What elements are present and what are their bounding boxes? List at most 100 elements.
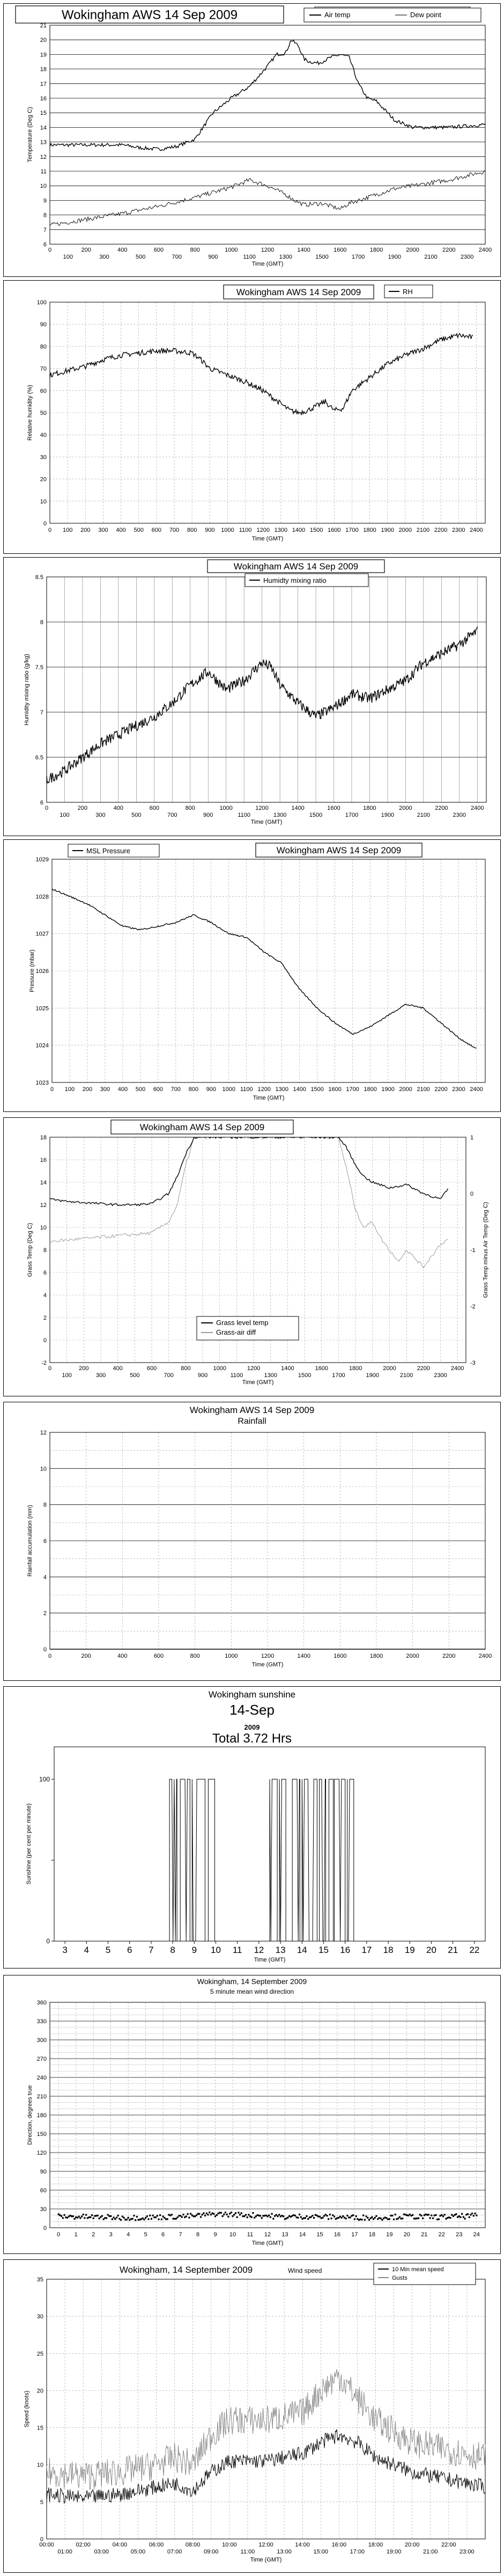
x-tick-label: 1700 bbox=[352, 254, 365, 260]
x-tick-label: 2100 bbox=[400, 1372, 413, 1379]
x-tick-label: 1400 bbox=[281, 1365, 294, 1372]
y-tick-label: 8 bbox=[40, 619, 43, 626]
direction-point bbox=[279, 2215, 281, 2218]
x-tick-label: 1100 bbox=[239, 527, 252, 533]
y-tick-label: 330 bbox=[37, 2018, 47, 2025]
direction-point bbox=[474, 2212, 476, 2214]
x-tick-label: 1900 bbox=[388, 254, 401, 260]
direction-point bbox=[213, 2213, 215, 2215]
direction-point bbox=[250, 2216, 253, 2218]
direction-point bbox=[217, 2212, 219, 2215]
y-axis-label: Sunshine (per cent per minute) bbox=[26, 1803, 32, 1884]
sunshine-trace bbox=[292, 1779, 300, 1942]
direction-point bbox=[416, 2217, 418, 2220]
direction-point bbox=[227, 2215, 229, 2218]
y-tick-label: 8.5 bbox=[35, 574, 43, 581]
y2-tick-label: -3 bbox=[470, 1360, 476, 1366]
x-tick-label: 03:00 bbox=[94, 2549, 109, 2555]
chart-panel-temperature: 6 7 8 9 10 11 12 13 14 15 16 17 18 19 20 21 0 200 400 600 80… bbox=[3, 3, 501, 277]
direction-point bbox=[353, 2218, 355, 2220]
x-tick-label: 2000 bbox=[399, 805, 412, 811]
y-tick-label: 14 bbox=[40, 1180, 47, 1186]
direction-point bbox=[101, 2215, 103, 2217]
x-tick-label: 1000 bbox=[225, 1653, 238, 1659]
x-tick-label: 1600 bbox=[315, 1365, 328, 1372]
x-tick-label: 1200 bbox=[247, 1365, 260, 1372]
x-tick-label: 2400 bbox=[479, 1653, 492, 1659]
direction-point bbox=[431, 2214, 433, 2216]
direction-point bbox=[68, 2215, 70, 2218]
y-tick-label: 30 bbox=[40, 454, 47, 460]
direction-point bbox=[139, 2219, 141, 2221]
series-line-mean-speed bbox=[46, 2429, 486, 2505]
direction-point bbox=[306, 2215, 308, 2218]
x-tick-label: 04:00 bbox=[113, 2542, 128, 2548]
x-tick-label: 20 bbox=[426, 1945, 436, 1955]
title-box bbox=[255, 843, 423, 858]
x-tick-label: 0 bbox=[50, 1086, 54, 1093]
direction-point bbox=[105, 2217, 108, 2219]
title-box bbox=[223, 284, 374, 299]
x-tick-label: 900 bbox=[203, 812, 213, 818]
x-tick-label: 15 bbox=[316, 2231, 323, 2238]
x-tick-label: 3 bbox=[109, 2231, 113, 2238]
x-tick-label: 19 bbox=[386, 2231, 392, 2238]
x-tick-label: 12:00 bbox=[258, 2542, 273, 2548]
x-tick-label: 1700 bbox=[346, 1086, 359, 1093]
y-tick-label: 18 bbox=[40, 1135, 47, 1141]
direction-point bbox=[230, 2212, 232, 2214]
x-tick-label: 21 bbox=[421, 2231, 427, 2238]
direction-point bbox=[224, 2211, 227, 2214]
direction-point bbox=[272, 2218, 275, 2220]
y-tick-label: 20 bbox=[37, 2388, 43, 2394]
x-tick-label: 9 bbox=[213, 2231, 217, 2238]
x-tick-label: 21 bbox=[448, 1945, 458, 1955]
direction-point bbox=[71, 2215, 73, 2218]
x-tick-label: 13 bbox=[281, 2231, 288, 2238]
x-tick-label: 05:00 bbox=[131, 2549, 146, 2555]
x-tick-label: 2400 bbox=[451, 1365, 464, 1372]
x-tick-label: 400 bbox=[117, 1653, 127, 1659]
y-axis-label: Grass Temp (Deg C) bbox=[27, 1223, 33, 1277]
y-tick-label: 9 bbox=[43, 197, 47, 204]
x-tick-label: 300 bbox=[98, 527, 108, 533]
direction-point bbox=[258, 2214, 260, 2216]
direction-point bbox=[199, 2216, 202, 2218]
direction-point bbox=[209, 2211, 211, 2214]
x-tick-label: 600 bbox=[154, 247, 164, 253]
x-tick-label: 1300 bbox=[279, 254, 292, 260]
sunshine-trace bbox=[329, 1779, 334, 1941]
direction-point bbox=[284, 2218, 286, 2220]
x-tick-label: 16 bbox=[334, 2231, 340, 2238]
direction-point bbox=[323, 2215, 325, 2217]
y-tick-label: 8 bbox=[43, 1502, 47, 1509]
direction-point bbox=[374, 2216, 376, 2219]
y-tick-label: 100 bbox=[39, 1775, 50, 1783]
x-tick-label: 1500 bbox=[310, 527, 323, 533]
x-tick-label: 8 bbox=[196, 2231, 199, 2238]
x-tick-label: 1600 bbox=[333, 1653, 346, 1659]
series-line-rh bbox=[49, 332, 473, 416]
direction-point bbox=[275, 2214, 277, 2216]
direction-point bbox=[464, 2218, 466, 2220]
x-tick-label: 4 bbox=[127, 2231, 130, 2238]
direction-point bbox=[236, 2216, 238, 2218]
direction-point bbox=[466, 2213, 469, 2215]
chart-panel-pressure: 1023 1024 1025 1026 1027 1028 1029 0 100 200 300 40… bbox=[3, 839, 501, 1112]
chart-subtitle: Rainfall bbox=[238, 1417, 266, 1426]
direction-point bbox=[290, 2215, 292, 2218]
direction-point bbox=[266, 2215, 269, 2218]
x-tick-label: 7 bbox=[149, 1945, 153, 1955]
x-tick-label: 800 bbox=[187, 527, 197, 533]
direction-point bbox=[320, 2217, 322, 2219]
x-tick-label: 1200 bbox=[261, 1653, 274, 1659]
x-tick-label: 2000 bbox=[406, 247, 419, 253]
direction-point bbox=[189, 2213, 192, 2215]
direction-point bbox=[362, 2214, 365, 2216]
direction-point bbox=[234, 2212, 237, 2214]
direction-point bbox=[316, 2214, 318, 2216]
x-tick-label: 500 bbox=[131, 812, 141, 818]
x-tick-label: 2300 bbox=[434, 1372, 447, 1379]
direction-point bbox=[205, 2212, 207, 2214]
